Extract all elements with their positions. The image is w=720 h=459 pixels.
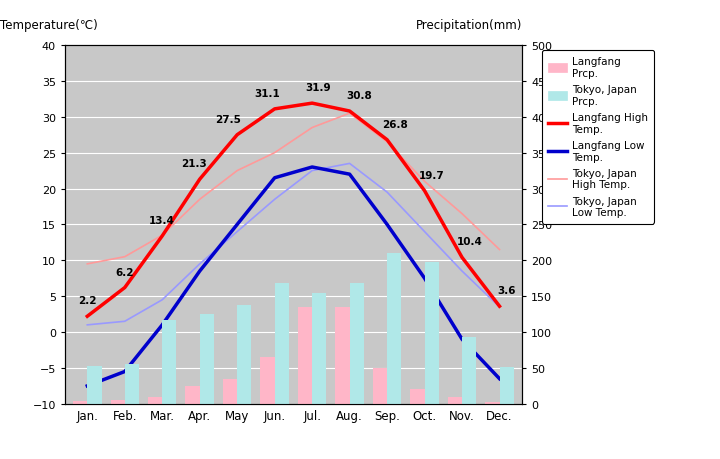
Tokyo, Japan
Low Temp. bbox=[270, 197, 279, 202]
Text: 19.7: 19.7 bbox=[419, 170, 445, 180]
Tokyo, Japan
Low Temp. bbox=[420, 230, 429, 235]
Langfang High
Temp. bbox=[383, 138, 392, 143]
Text: 21.3: 21.3 bbox=[181, 159, 207, 169]
Text: 10.4: 10.4 bbox=[456, 237, 482, 247]
Tokyo, Japan
High Temp. bbox=[120, 254, 129, 260]
Langfang High
Temp. bbox=[458, 255, 467, 261]
Line: Langfang Low
Temp.: Langfang Low Temp. bbox=[87, 168, 500, 386]
Bar bbox=[186, 386, 199, 404]
Bar bbox=[274, 284, 289, 404]
Text: 26.8: 26.8 bbox=[382, 119, 408, 129]
Langfang High
Temp. bbox=[495, 304, 504, 309]
Bar bbox=[261, 358, 274, 404]
Bar bbox=[111, 400, 125, 404]
Langfang Low
Temp. bbox=[83, 383, 91, 389]
Tokyo, Japan
High Temp. bbox=[233, 168, 241, 174]
Line: Tokyo, Japan
High Temp.: Tokyo, Japan High Temp. bbox=[87, 114, 500, 264]
Tokyo, Japan
Low Temp. bbox=[495, 304, 504, 310]
Langfang High
Temp. bbox=[158, 234, 166, 239]
Langfang Low
Temp. bbox=[158, 322, 166, 328]
Text: 6.2: 6.2 bbox=[115, 267, 134, 277]
Bar bbox=[87, 367, 102, 404]
Bar bbox=[312, 294, 326, 404]
Bar bbox=[350, 284, 364, 404]
Tokyo, Japan
High Temp. bbox=[158, 233, 166, 238]
Bar bbox=[448, 397, 462, 404]
Line: Langfang High
Temp.: Langfang High Temp. bbox=[87, 104, 500, 317]
Text: 3.6: 3.6 bbox=[498, 285, 516, 296]
Bar bbox=[298, 307, 312, 404]
Tokyo, Japan
Low Temp. bbox=[383, 190, 392, 196]
Legend: Langfang
Prcp., Tokyo, Japan
Prcp., Langfang High
Temp., Langfang Low
Temp., Tok: Langfang Prcp., Tokyo, Japan Prcp., Lang… bbox=[541, 51, 654, 224]
Langfang High
Temp. bbox=[195, 177, 204, 183]
Langfang High
Temp. bbox=[83, 314, 91, 319]
Tokyo, Japan
High Temp. bbox=[195, 197, 204, 202]
Text: 27.5: 27.5 bbox=[215, 115, 240, 124]
Tokyo, Japan
Low Temp. bbox=[233, 230, 241, 235]
Text: Temperature(℃): Temperature(℃) bbox=[0, 19, 98, 32]
Langfang High
Temp. bbox=[120, 285, 129, 291]
Text: 2.2: 2.2 bbox=[78, 296, 96, 306]
Bar bbox=[485, 402, 500, 404]
Tokyo, Japan
Low Temp. bbox=[120, 319, 129, 325]
Langfang High
Temp. bbox=[308, 101, 317, 106]
Bar bbox=[500, 367, 514, 404]
Tokyo, Japan
Low Temp. bbox=[346, 161, 354, 167]
Langfang High
Temp. bbox=[420, 189, 429, 194]
Langfang Low
Temp. bbox=[458, 337, 467, 342]
Langfang Low
Temp. bbox=[383, 222, 392, 228]
Text: 31.9: 31.9 bbox=[305, 83, 330, 93]
Tokyo, Japan
Low Temp. bbox=[158, 297, 166, 303]
Langfang Low
Temp. bbox=[308, 165, 317, 170]
Tokyo, Japan
Low Temp. bbox=[83, 322, 91, 328]
Text: Precipitation(mm): Precipitation(mm) bbox=[415, 19, 522, 32]
Tokyo, Japan
High Temp. bbox=[308, 125, 317, 131]
Langfang Low
Temp. bbox=[120, 369, 129, 375]
Line: Tokyo, Japan
Low Temp.: Tokyo, Japan Low Temp. bbox=[87, 164, 500, 325]
Langfang Low
Temp. bbox=[195, 269, 204, 274]
Bar bbox=[125, 364, 139, 404]
Bar bbox=[387, 253, 401, 404]
Langfang High
Temp. bbox=[346, 109, 354, 115]
Tokyo, Japan
Low Temp. bbox=[195, 262, 204, 267]
Langfang High
Temp. bbox=[270, 107, 279, 112]
Tokyo, Japan
High Temp. bbox=[458, 212, 467, 217]
Bar bbox=[336, 307, 350, 404]
Bar bbox=[410, 390, 425, 404]
Tokyo, Japan
High Temp. bbox=[270, 151, 279, 156]
Tokyo, Japan
High Temp. bbox=[83, 262, 91, 267]
Langfang Low
Temp. bbox=[420, 276, 429, 281]
Bar bbox=[373, 368, 387, 404]
Bar bbox=[237, 305, 251, 404]
Bar bbox=[223, 379, 237, 404]
Langfang Low
Temp. bbox=[270, 176, 279, 181]
Tokyo, Japan
High Temp. bbox=[346, 111, 354, 117]
Bar bbox=[462, 337, 477, 404]
Tokyo, Japan
High Temp. bbox=[495, 247, 504, 253]
Bar bbox=[162, 320, 176, 404]
Bar bbox=[199, 314, 214, 404]
Langfang Low
Temp. bbox=[346, 172, 354, 178]
Bar bbox=[73, 402, 87, 404]
Tokyo, Japan
Low Temp. bbox=[308, 168, 317, 174]
Bar bbox=[425, 262, 438, 404]
Text: 30.8: 30.8 bbox=[346, 91, 372, 101]
Langfang Low
Temp. bbox=[495, 376, 504, 381]
Langfang Low
Temp. bbox=[233, 222, 241, 228]
Tokyo, Japan
High Temp. bbox=[420, 179, 429, 185]
Tokyo, Japan
Low Temp. bbox=[458, 269, 467, 274]
Text: 31.1: 31.1 bbox=[254, 89, 280, 99]
Bar bbox=[148, 397, 162, 404]
Tokyo, Japan
High Temp. bbox=[383, 140, 392, 146]
Langfang High
Temp. bbox=[233, 133, 241, 138]
Text: 13.4: 13.4 bbox=[149, 215, 175, 225]
